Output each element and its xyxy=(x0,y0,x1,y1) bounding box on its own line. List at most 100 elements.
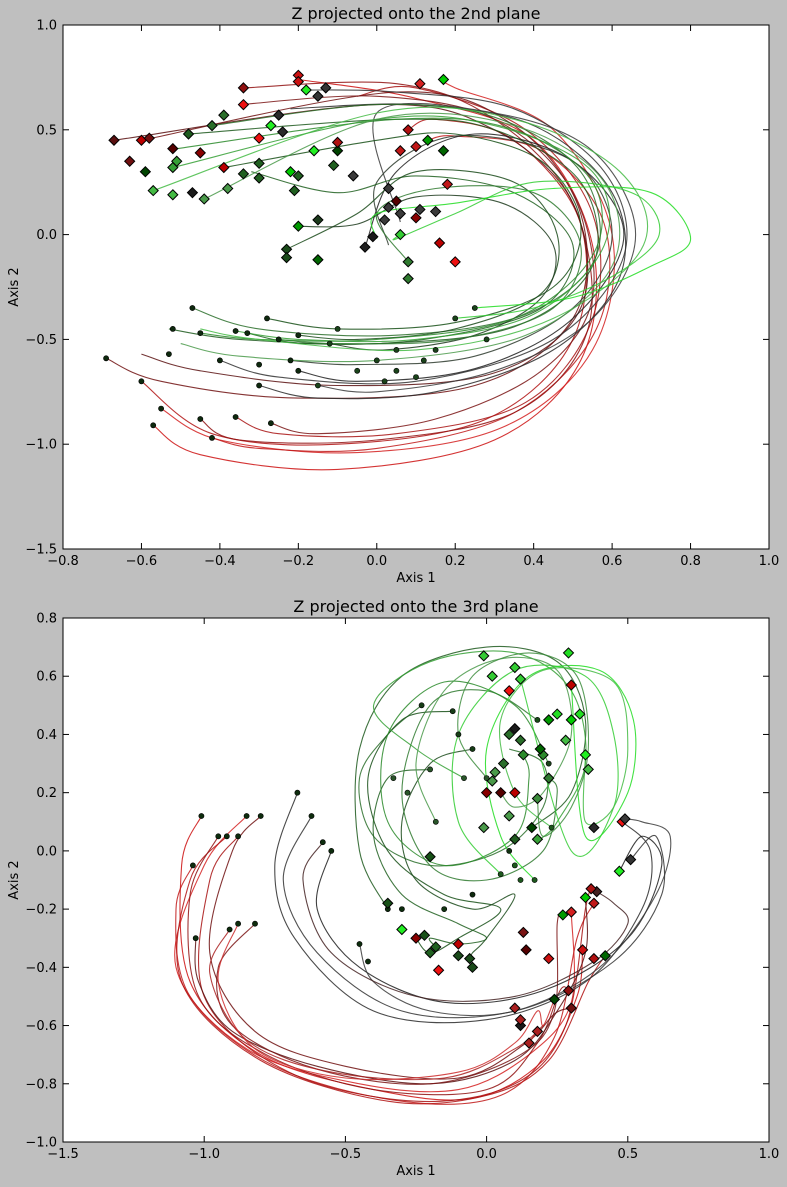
start-point-marker xyxy=(469,746,476,752)
end-point-marker xyxy=(367,230,379,243)
start-point-marker xyxy=(427,766,433,773)
end-point-marker xyxy=(452,949,465,962)
end-point-marker xyxy=(509,722,521,735)
end-point-marker xyxy=(410,140,422,153)
start-point-marker xyxy=(138,378,145,385)
end-point-marker xyxy=(206,119,218,132)
start-point-marker xyxy=(165,351,172,357)
start-point-marker xyxy=(308,813,315,819)
end-point-marker xyxy=(402,272,414,285)
x-tick-label: −1.5 xyxy=(47,1147,79,1162)
trajectory-line xyxy=(180,112,621,363)
start-point-marker xyxy=(531,877,538,883)
end-point-marker xyxy=(433,237,446,249)
end-point-marker xyxy=(565,906,578,918)
trajectory-line xyxy=(354,646,587,910)
y-tick-label: −0.5 xyxy=(25,333,57,348)
end-point-marker xyxy=(574,708,586,720)
start-point-marker xyxy=(441,906,448,912)
end-point-marker xyxy=(437,145,450,157)
end-point-marker xyxy=(327,159,340,172)
end-point-marker xyxy=(320,82,332,94)
end-point-marker xyxy=(486,775,498,787)
end-point-marker xyxy=(588,897,600,909)
end-point-marker xyxy=(382,201,395,214)
end-point-marker xyxy=(576,944,589,956)
end-point-marker xyxy=(582,763,594,776)
start-point-marker xyxy=(223,833,230,840)
x-tick-layer: −1.5 −1.0 −0.5 0.0 0.5 1.0 xyxy=(47,618,779,1162)
start-point-marker xyxy=(275,336,282,343)
x-tick-label: 0.6 xyxy=(602,554,623,569)
start-point-marker xyxy=(365,958,371,965)
start-point-marker xyxy=(232,328,239,334)
start-point-marker xyxy=(103,355,109,362)
y-tick-label: 0.8 xyxy=(36,612,57,627)
end-point-marker xyxy=(517,749,530,761)
end-point-marker xyxy=(452,938,465,950)
end-point-marker xyxy=(394,145,407,157)
start-point-marker xyxy=(381,378,388,385)
end-point-marker xyxy=(292,75,305,88)
end-point-marker xyxy=(514,1014,527,1026)
x-tick-label: 0.2 xyxy=(445,554,466,569)
start-point-marker xyxy=(432,818,439,825)
end-point-marker xyxy=(402,256,414,268)
end-point-marker xyxy=(585,883,597,895)
y-tick-label: −1.0 xyxy=(25,438,57,453)
start-point-marker xyxy=(197,330,204,336)
end-point-marker xyxy=(414,203,426,216)
trajectory-line xyxy=(373,650,587,840)
start-point-marker xyxy=(328,848,335,854)
start-point-marker xyxy=(511,862,518,869)
end-point-marker xyxy=(543,952,555,965)
end-point-marker xyxy=(562,647,575,659)
start-point-marker xyxy=(545,760,552,767)
trajectory-line xyxy=(239,95,595,435)
start-point-marker xyxy=(243,813,250,819)
start-point-marker xyxy=(209,434,215,441)
start-point-marker xyxy=(189,862,196,869)
plot-frame xyxy=(62,617,770,1143)
start-point-marker xyxy=(192,935,199,942)
end-point-marker xyxy=(171,155,183,167)
x-tick-layer: −0.8 −0.6 −0.4 −0.2 0.0 0.2 0.4 0.6 0.8 1.0 xyxy=(47,25,779,569)
end-point-marker xyxy=(253,132,265,144)
end-point-marker xyxy=(543,772,555,784)
end-point-marker xyxy=(312,90,324,102)
trajectory-line xyxy=(192,103,601,337)
end-point-marker xyxy=(478,650,490,662)
start-point-marker xyxy=(326,340,333,347)
trajectory-line xyxy=(294,194,557,351)
y-tick-layer: −1.5 −1.0 −0.5 0.0 0.5 1.0 xyxy=(25,19,769,558)
end-point-marker xyxy=(489,766,501,778)
end-point-marker xyxy=(557,909,569,921)
start-point-marker xyxy=(471,305,478,311)
end-point-marker xyxy=(548,993,561,1006)
end-point-marker xyxy=(588,821,600,834)
x-tick-label: −0.8 xyxy=(47,554,79,569)
trajectory-layer xyxy=(105,78,692,471)
end-point-marker xyxy=(531,792,544,805)
start-point-marker xyxy=(235,920,241,927)
end-point-marker xyxy=(414,77,426,90)
trajectory-line xyxy=(274,792,653,1024)
x-tick-label: 0.0 xyxy=(476,1147,497,1162)
start-point-marker xyxy=(455,731,462,738)
trajectory-line xyxy=(174,815,575,1093)
end-point-marker xyxy=(509,786,521,799)
end-point-marker xyxy=(509,661,521,674)
x-tick-label: −0.4 xyxy=(204,554,236,569)
trajectory-line xyxy=(208,815,572,1080)
start-point-marker xyxy=(452,315,459,322)
y-tick-label: −0.8 xyxy=(25,1077,57,1092)
start-point-marker xyxy=(483,775,490,781)
end-point-marker xyxy=(526,821,538,834)
end-point-marker xyxy=(579,891,592,904)
trajectory-line xyxy=(153,106,648,352)
end-point-marker xyxy=(624,853,637,866)
start-point-marker xyxy=(235,833,241,840)
start-point-marker xyxy=(413,374,419,380)
end-point-marker xyxy=(331,136,344,149)
end-point-marker xyxy=(237,98,250,111)
